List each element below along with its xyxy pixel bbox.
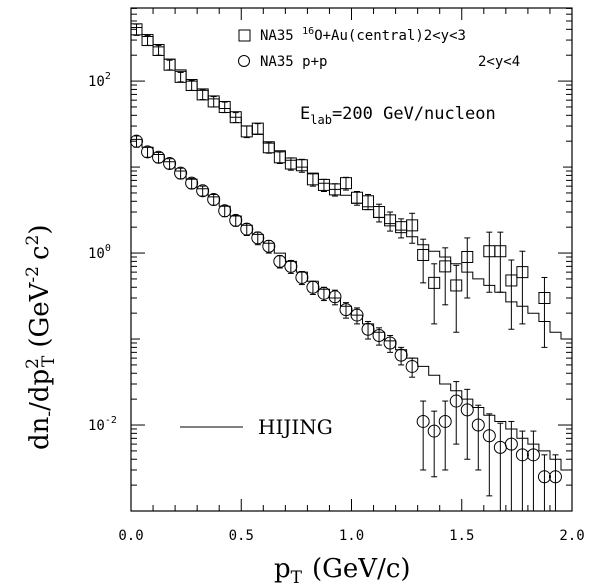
- data-point-square: [295, 159, 308, 172]
- data-point-square: [229, 111, 242, 124]
- x-axis-label: pT (GeV/c): [274, 554, 411, 586]
- data-point-square: [339, 177, 352, 190]
- data-point-square: [251, 122, 264, 135]
- data-point-circle: [262, 239, 276, 253]
- data-point-circle: [141, 145, 155, 159]
- data-point-circle: [526, 448, 540, 462]
- data-point-square: [450, 279, 463, 292]
- legend-marker-circle: [238, 55, 250, 67]
- data-point-circle: [218, 204, 232, 218]
- data-point-circle: [174, 166, 188, 180]
- data-point-circle: [229, 213, 243, 227]
- data-point-circle: [152, 150, 166, 164]
- data-point-square: [328, 183, 341, 196]
- data-point-circle: [548, 470, 562, 484]
- x-tick-label: 1.5: [449, 528, 474, 544]
- data-points: [130, 23, 562, 511]
- data-point-square: [141, 34, 154, 47]
- data-point-square: [196, 88, 209, 101]
- data-point-square: [538, 292, 551, 305]
- data-point-square: [516, 266, 529, 279]
- data-point-circle: [163, 157, 177, 171]
- hijing-label: HIJING: [258, 415, 333, 439]
- data-point-circle: [328, 290, 342, 304]
- data-point-circle: [350, 308, 364, 322]
- data-point-square: [163, 58, 176, 71]
- y-tick-label: 100: [88, 243, 111, 262]
- data-point-square: [273, 151, 286, 164]
- data-point-square: [494, 245, 507, 258]
- data-point-square: [152, 43, 165, 56]
- legend-marker-square: [238, 29, 251, 42]
- data-point-circle: [383, 336, 397, 350]
- data-point-circle: [471, 418, 485, 432]
- data-point-circle: [427, 424, 441, 438]
- data-point-circle: [339, 303, 353, 317]
- data-point-circle: [295, 270, 309, 284]
- y-tick-label: 10-2: [88, 415, 117, 434]
- data-point-circle: [207, 192, 221, 206]
- data-point-circle: [372, 328, 386, 342]
- data-point-square: [373, 206, 386, 219]
- data-point-square: [439, 260, 452, 273]
- data-point-square: [461, 250, 474, 263]
- energy-annotation: Elab=200 GeV/nucleon: [300, 104, 496, 127]
- data-point-circle: [438, 414, 452, 428]
- data-point-square: [417, 248, 430, 261]
- x-tick-label: 2.0: [559, 528, 584, 544]
- data-point-circle: [361, 322, 375, 336]
- data-point-circle: [196, 184, 210, 198]
- legend-label-pp: NA35 p+p: [260, 54, 327, 70]
- data-point-circle: [460, 403, 474, 417]
- data-point-circle: [284, 259, 298, 273]
- data-point-square: [406, 219, 419, 232]
- ticks: 0.0 0.5 1.0 1.5 2.0 102 100 10-2: [88, 7, 585, 544]
- data-point-circle: [537, 470, 551, 484]
- data-point-square: [384, 214, 397, 227]
- legend-label-oau: NA35 16O+Au(central)2<y<3: [260, 26, 466, 44]
- data-point-square: [262, 141, 275, 154]
- data-point-circle: [251, 231, 265, 245]
- data-point-square: [218, 100, 231, 113]
- data-point-circle: [515, 448, 529, 462]
- y-tick-label: 102: [88, 71, 111, 90]
- data-point-square: [428, 276, 441, 289]
- data-point-circle: [185, 176, 199, 190]
- x-tick-label: 1.0: [339, 528, 364, 544]
- data-point-circle: [273, 254, 287, 268]
- data-point-circle: [240, 222, 254, 236]
- data-point-circle: [405, 359, 419, 373]
- data-point-square: [505, 274, 518, 287]
- legend: NA35 16O+Au(central)2<y<3 NA35 p+p 2<y<4: [238, 26, 520, 70]
- data-point-circle: [306, 280, 320, 294]
- data-point-circle: [482, 429, 496, 443]
- legend-label-pp-range: 2<y<4: [478, 54, 520, 70]
- x-tick-label: 0.5: [229, 528, 254, 544]
- data-point-circle: [416, 414, 430, 428]
- data-point-square: [185, 79, 198, 92]
- data-point-circle: [504, 437, 518, 451]
- data-point-circle: [449, 394, 463, 408]
- x-tick-label: 0.0: [118, 528, 143, 544]
- data-point-square: [362, 195, 375, 208]
- data-point-square: [174, 70, 187, 83]
- y-axis-label: dn-/dp2T(GeV-2c2): [23, 224, 59, 450]
- data-point-circle: [394, 348, 408, 362]
